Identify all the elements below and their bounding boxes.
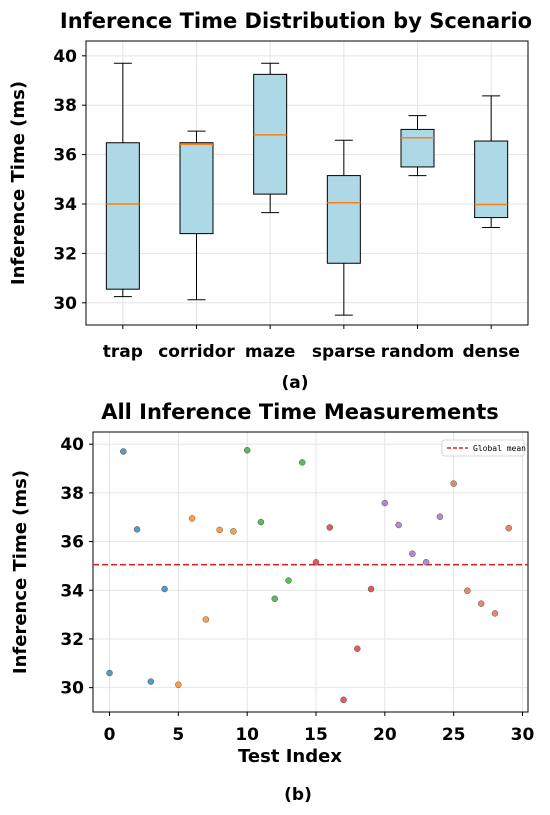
scatter-point [312, 559, 320, 566]
scatter-chart: All Inference Time Measurements 30 32 34 36… [10, 400, 534, 805]
scatter-point [340, 696, 347, 704]
scatter-x-tick-label: 30 [511, 725, 535, 745]
legend-label: Global mean [473, 444, 526, 453]
scatter-x-tick-label: 25 [442, 725, 466, 745]
box-category-label: sparse [312, 342, 376, 362]
box-category-label: trap [103, 342, 143, 362]
scatter-point [422, 559, 430, 566]
scatter-point [326, 524, 333, 531]
scatter-chart-x-ticks: 0 5 10 15 20 25 30 [104, 712, 535, 745]
scatter-point [175, 681, 182, 688]
scatter-point [505, 524, 512, 532]
box-body [179, 142, 214, 235]
scatter-point [367, 585, 375, 593]
scatter-chart-grid [93, 432, 528, 712]
scatter-x-tick-label: 20 [373, 725, 397, 745]
scatter-chart-y-label: Inference Time (ms) [10, 470, 31, 674]
scatter-chart-y-ticks: 30 32 34 36 38 40 [60, 435, 93, 699]
scatter-chart-caption: (b) [284, 785, 312, 805]
box-y-tick-label: 34 [53, 195, 77, 215]
legend-box [441, 439, 525, 457]
box-chart-y-label: Inference Time (ms) [8, 81, 29, 285]
scatter-point [271, 595, 278, 602]
box-y-tick-label: 30 [53, 294, 77, 314]
scatter-chart-x-label: Test Index [238, 746, 342, 767]
scatter-y-tick-label: 34 [60, 581, 84, 601]
scatter-point [216, 526, 223, 534]
scatter-chart-frame [92, 431, 529, 713]
scatter-point [147, 678, 155, 685]
box-chart-caption: (a) [281, 373, 308, 393]
box-chart-title: Inference Time Distribution by Scenario [60, 9, 532, 33]
scatter-point [133, 526, 141, 533]
box-y-tick-label: 38 [53, 96, 77, 116]
scatter-y-tick-label: 32 [60, 630, 84, 650]
scatter-point [120, 448, 127, 455]
box-trap [105, 62, 140, 298]
scatter-point [450, 480, 457, 487]
box-random [400, 115, 435, 177]
box-category-label: corridor [158, 342, 235, 362]
scatter-x-tick-label: 5 [172, 725, 184, 745]
box-chart-grid [86, 41, 528, 325]
box-chart-frame [85, 40, 529, 326]
box-dense [474, 95, 509, 228]
scatter-point [161, 585, 168, 593]
box-body [474, 140, 509, 219]
scatter-chart-points [106, 447, 512, 704]
box-y-tick-label: 32 [53, 244, 77, 264]
scatter-y-tick-label: 30 [60, 679, 84, 699]
scatter-point [257, 518, 265, 526]
box-chart-x-ticks: trap corridor maze sparse random dense [103, 325, 520, 362]
scatter-point [409, 550, 416, 557]
box-y-tick-label: 36 [53, 146, 77, 166]
box-body [105, 142, 140, 290]
scatter-y-tick-label: 36 [60, 533, 84, 553]
scatter-point [477, 600, 485, 607]
scatter-y-tick-label: 40 [60, 435, 84, 455]
box-maze [253, 62, 288, 214]
scatter-point [436, 513, 444, 520]
box-chart: Inference Time Distribution by Scenario … [8, 9, 532, 393]
scatter-point [230, 528, 237, 535]
scatter-point [354, 645, 361, 652]
box-body [326, 175, 361, 264]
box-category-label: random [381, 342, 455, 362]
scatter-point [202, 616, 210, 623]
scatter-y-tick-label: 38 [60, 484, 84, 504]
scatter-point [106, 669, 113, 677]
scatter-point [491, 610, 499, 617]
scatter-x-tick-label: 15 [304, 725, 328, 745]
box-body [400, 128, 435, 168]
scatter-point [299, 459, 306, 466]
box-sparse [326, 139, 361, 316]
box-chart-boxes [105, 62, 509, 316]
scatter-point [464, 587, 471, 594]
box-chart-y-ticks: 30 32 34 36 38 40 [53, 47, 86, 314]
scatter-point [188, 515, 196, 522]
box-corridor [179, 130, 214, 301]
scatter-chart-title: All Inference Time Measurements [101, 400, 499, 424]
scatter-point [381, 499, 389, 507]
scatter-point [243, 447, 251, 454]
scatter-legend: Global mean [441, 439, 526, 457]
box-y-tick-label: 40 [53, 47, 77, 67]
box-category-label: dense [462, 342, 519, 362]
scatter-x-tick-label: 0 [104, 725, 116, 745]
box-category-label: maze [245, 342, 296, 362]
scatter-point [285, 577, 292, 584]
scatter-x-tick-label: 10 [235, 725, 259, 745]
scatter-point [395, 521, 402, 529]
